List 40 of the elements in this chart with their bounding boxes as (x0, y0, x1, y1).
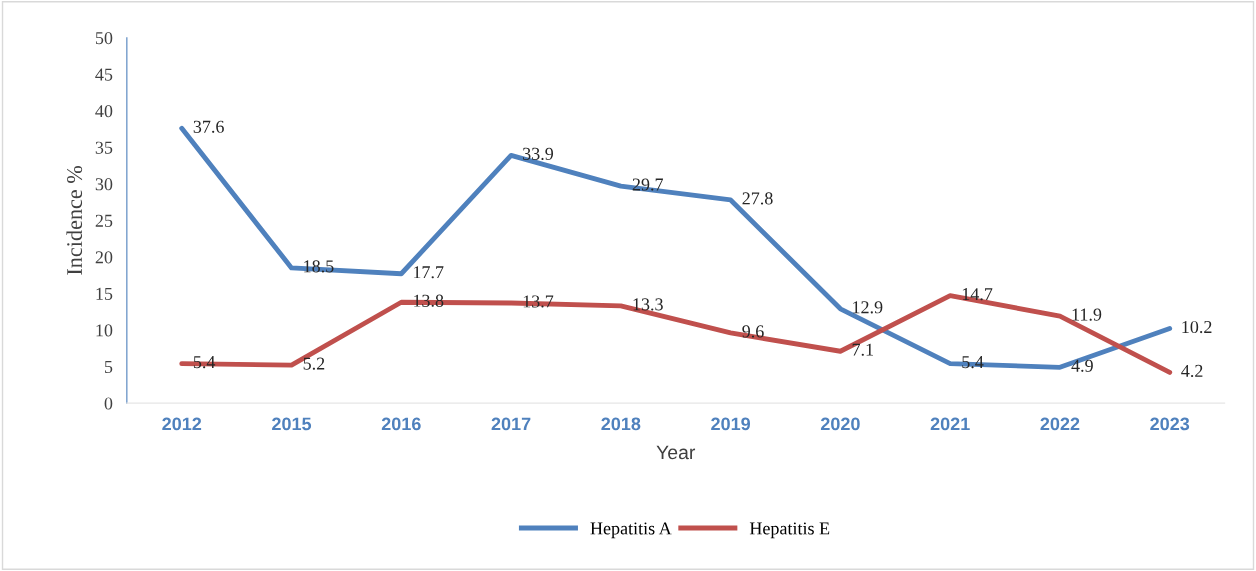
data-label: 10.2 (1182, 320, 1212, 334)
x-tick-label: 2019 (711, 417, 751, 431)
y-axis-title: Incidence % (66, 165, 83, 275)
data-label: 14.7 (962, 288, 993, 301)
y-tick-label: 40 (95, 105, 113, 118)
x-tick-label: 2015 (272, 417, 312, 431)
y-tick-label: 15 (96, 287, 113, 300)
y-tick-label: 25 (95, 214, 113, 227)
x-tick-label: 2020 (820, 417, 860, 431)
data-label: 5.2 (303, 357, 325, 370)
x-tick-label: 2022 (1040, 417, 1080, 431)
y-tick-label: 50 (95, 31, 113, 45)
data-label: 37.6 (193, 120, 224, 133)
y-tick-label: 30 (95, 178, 113, 191)
data-label: 11.9 (1072, 308, 1102, 321)
y-tick-label: 45 (95, 68, 113, 81)
data-label: 4.2 (1181, 364, 1203, 378)
x-tick-label: 2016 (381, 417, 421, 431)
legend-label: Hepatitis E (749, 522, 830, 539)
x-tick-label: 2012 (162, 417, 202, 431)
x-tick-label: 2023 (1150, 417, 1190, 431)
x-tick-label: 2017 (491, 417, 531, 431)
x-axis-title: Year (656, 445, 696, 460)
data-label: 33.9 (523, 147, 554, 160)
data-label: 9.6 (742, 325, 764, 338)
y-tick-label: 5 (104, 361, 113, 374)
y-tick-label: 10 (96, 324, 113, 337)
data-label: 12.9 (853, 301, 883, 314)
data-label: 17.7 (413, 266, 444, 279)
data-label: 7.1 (852, 343, 873, 356)
data-label: 13.3 (633, 298, 663, 311)
y-tick-label: 20 (95, 251, 113, 264)
x-tick-label: 2018 (601, 417, 641, 431)
data-label: 29.7 (632, 178, 664, 191)
y-tick-label: 0 (104, 397, 113, 410)
data-label: 27.8 (742, 192, 773, 205)
y-tick-label: 35 (95, 141, 113, 154)
data-label: 4.9 (1071, 359, 1093, 372)
x-tick-label: 2021 (930, 417, 970, 431)
legend-label: Hepatitis A (590, 522, 672, 539)
